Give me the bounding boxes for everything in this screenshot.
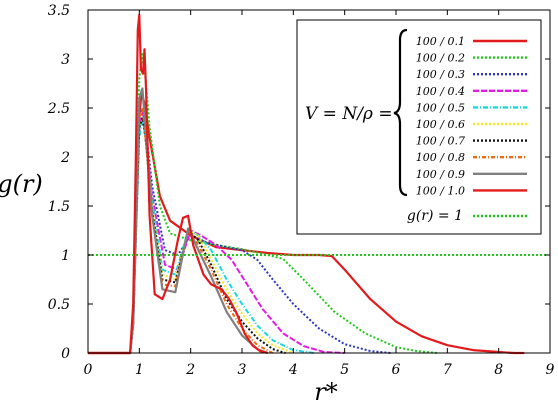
x-tick-label-1: 1 [135, 362, 144, 378]
y-axis-title: g(r) [0, 170, 43, 198]
y-tick-label-3: 3 [61, 52, 70, 68]
x-tick-label-0: 0 [84, 362, 93, 378]
y-tick-label-2.5: 2.5 [47, 101, 70, 117]
x-tick-label-9: 9 [546, 362, 555, 378]
series-line-10 [88, 13, 268, 355]
x-tick-label-3: 3 [238, 362, 247, 378]
x-tick-label-4: 4 [288, 362, 298, 378]
legend-entries: 100 / 0.1 100 / 0.2 100 / 0.3 100 / 0.4 100 … [407, 35, 527, 224]
legend-label-9: 100 / 0.9 [416, 168, 465, 181]
x-tick-label-8: 8 [494, 362, 503, 378]
legend-label-6: 100 / 0.6 [416, 118, 465, 131]
legend-label-11: g(r) = 1 [407, 208, 463, 224]
legend-label-10: 100 / 1.0 [416, 184, 465, 197]
y-tick-label-1: 1 [61, 248, 70, 264]
y-tick-label-1.5: 1.5 [48, 199, 70, 215]
x-tick-label-7: 7 [443, 362, 452, 378]
legend-label-1: 100 / 0.1 [416, 35, 465, 48]
y-tick-label-2: 2 [60, 150, 70, 166]
y-tick-label-0: 0 [61, 346, 70, 362]
legend-label-4: 100 / 0.4 [416, 85, 465, 98]
x-tick-label-2: 2 [185, 362, 195, 378]
x-axis-title: r* [314, 378, 337, 406]
series-line-5 [88, 116, 315, 354]
legend-label-3: 100 / 0.3 [416, 68, 465, 81]
plot-frame [87, 9, 551, 354]
legend-brace [393, 28, 408, 197]
legend-label-5: 100 / 0.5 [416, 101, 465, 114]
legend-label-7: 100 / 0.7 [416, 135, 465, 148]
legend-box [296, 19, 542, 235]
y-tick-label-0.5: 0.5 [48, 297, 70, 313]
y-tick-label-3.5: 3.5 [48, 3, 70, 19]
x-tick-label-6: 6 [392, 362, 401, 378]
legend-group-label: V = N/ρ = [305, 104, 393, 124]
x-tick-label-5: 5 [340, 362, 349, 378]
ticks-layer: 0 1 2 3 4 5 6 7 8 9 0 0.5 1 1.5 2 2.5 3 3.5 [47, 3, 555, 378]
legend-label-8: 100 / 0.8 [416, 151, 465, 164]
series-line-2 [88, 53, 438, 354]
series-layer [88, 13, 548, 355]
legend-label-2: 100 / 0.2 [416, 52, 465, 65]
